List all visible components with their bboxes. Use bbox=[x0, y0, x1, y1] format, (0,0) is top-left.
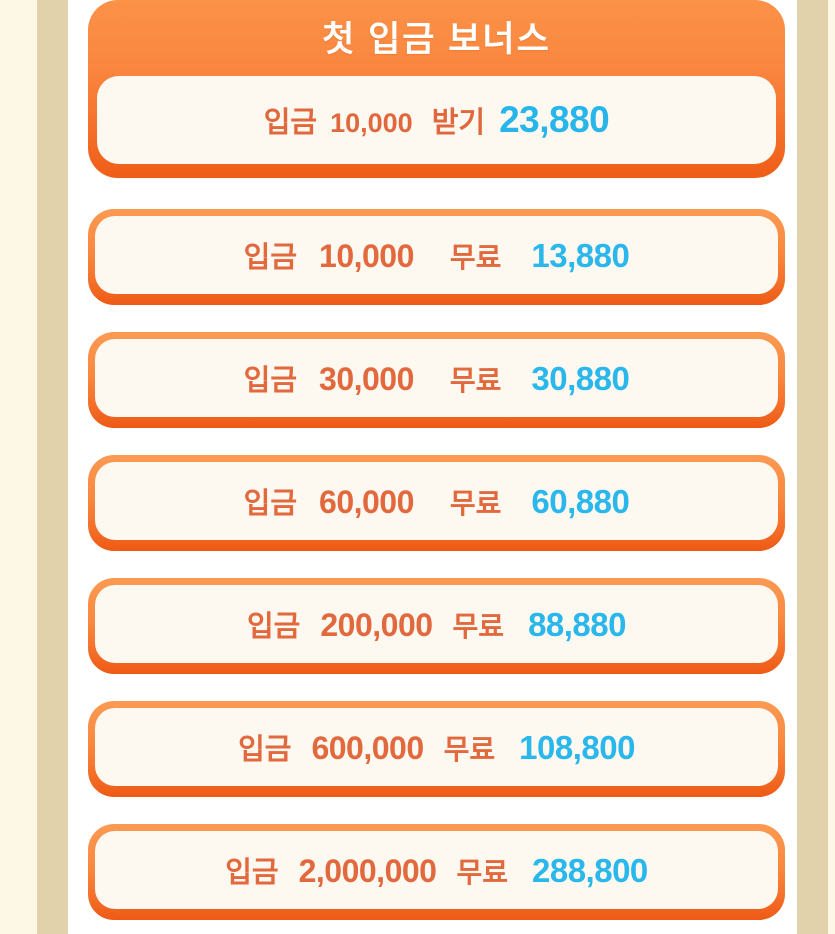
tier-line: 입금 10,000 무료 13,880 bbox=[244, 234, 630, 276]
tier-line: 입금 60,000 무료 60,880 bbox=[244, 480, 630, 522]
promo-bonus-amount: 23,880 bbox=[499, 99, 610, 140]
first-deposit-claim-button[interactable]: 입금 10,000 받기 23,880 bbox=[97, 76, 776, 164]
tier-bonus-amount: 30,880 bbox=[531, 360, 630, 397]
tier-inner: 입금 60,000 무료 60,880 bbox=[95, 462, 778, 540]
tier-bonus-amount: 108,800 bbox=[519, 729, 635, 766]
tier-bonus-amount: 288,800 bbox=[531, 852, 648, 889]
tier-row[interactable]: 입금 600,000 무료 108,800 bbox=[88, 701, 785, 797]
tier-deposit-label: 입금 bbox=[246, 611, 301, 643]
tier-line: 입금 600,000 무료 108,800 bbox=[238, 726, 635, 768]
tier-deposit-label: 입금 bbox=[225, 857, 279, 889]
tier-deposit-amount: 200,000 bbox=[320, 607, 433, 643]
tier-free-label: 무료 bbox=[443, 734, 496, 765]
tier-line: 입금 30,000 무료 30,880 bbox=[244, 357, 630, 399]
tier-row[interactable]: 입금 2,000,000 무료 288,800 bbox=[88, 824, 785, 920]
tier-line: 입금 200,000 무료 88,880 bbox=[246, 603, 627, 645]
first-deposit-bonus-card[interactable]: 첫 입금 보너스 입금 10,000 받기 23,880 bbox=[88, 0, 785, 178]
tier-row[interactable]: 입금 30,000 무료 30,880 bbox=[88, 332, 785, 428]
tier-deposit-amount: 600,000 bbox=[311, 730, 424, 766]
tier-deposit-label: 입금 bbox=[243, 365, 298, 397]
promo-deposit-amount: 10,000 bbox=[330, 108, 413, 138]
tier-free-label: 무료 bbox=[449, 242, 502, 273]
tier-line: 입금 2,000,000 무료 288,800 bbox=[225, 849, 648, 891]
tier-inner: 입금 10,000 무료 13,880 bbox=[95, 216, 778, 294]
tier-deposit-amount: 10,000 bbox=[319, 238, 414, 274]
promo-action-label: 받기 bbox=[431, 107, 486, 139]
tier-deposit-label: 입금 bbox=[238, 734, 292, 766]
tier-row[interactable]: 입금 60,000 무료 60,880 bbox=[88, 455, 785, 551]
promotion-stack: 첫 입금 보너스 입금 10,000 받기 23,880 입금 10,000 bbox=[88, 0, 785, 934]
tier-deposit-amount: 30,000 bbox=[319, 361, 414, 397]
content-pane: 첫 입금 보너스 입금 10,000 받기 23,880 입금 10,000 bbox=[68, 0, 797, 934]
tier-bonus-amount: 88,880 bbox=[528, 606, 626, 643]
tier-free-label: 무료 bbox=[449, 365, 502, 396]
tier-bonus-amount: 60,880 bbox=[531, 483, 630, 520]
right-edge-stripe bbox=[797, 0, 828, 934]
tier-inner: 입금 30,000 무료 30,880 bbox=[95, 339, 778, 417]
tier-free-label: 무료 bbox=[456, 857, 508, 888]
tier-inner: 입금 2,000,000 무료 288,800 bbox=[95, 831, 778, 909]
tier-free-label: 무료 bbox=[452, 611, 505, 642]
tier-row[interactable]: 입금 10,000 무료 13,880 bbox=[88, 209, 785, 305]
page-title: 첫 입금 보너스 bbox=[322, 20, 551, 59]
tier-deposit-amount: 2,000,000 bbox=[298, 853, 437, 889]
first-deposit-claim-line: 입금 10,000 받기 23,880 bbox=[264, 99, 610, 141]
tier-row[interactable]: 입금 200,000 무료 88,880 bbox=[88, 578, 785, 674]
tier-deposit-amount: 60,000 bbox=[319, 484, 414, 520]
tier-bonus-amount: 13,880 bbox=[531, 237, 630, 274]
tier-free-label: 무료 bbox=[449, 488, 502, 519]
tier-inner: 입금 600,000 무료 108,800 bbox=[95, 708, 778, 786]
tier-deposit-label: 입금 bbox=[243, 242, 298, 274]
tier-deposit-label: 입금 bbox=[243, 488, 298, 520]
promo-deposit-label: 입금 bbox=[263, 107, 318, 139]
tier-inner: 입금 200,000 무료 88,880 bbox=[95, 585, 778, 663]
left-edge-stripe bbox=[37, 0, 68, 934]
